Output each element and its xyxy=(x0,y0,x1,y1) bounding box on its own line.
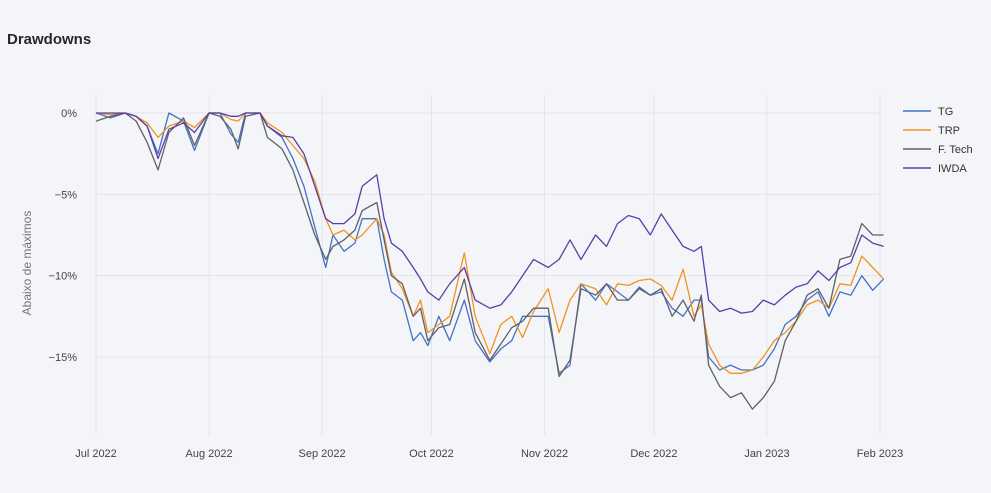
x-tick-label: Nov 2022 xyxy=(521,448,568,460)
x-tick-label: Jul 2022 xyxy=(75,448,117,460)
legend-label: TRP xyxy=(938,125,960,137)
series-line-tg xyxy=(95,112,885,374)
legend-label: F. Tech xyxy=(938,144,973,156)
y-axis-label: Abaixo de máximos xyxy=(20,211,34,316)
y-tick-label: −15% xyxy=(49,352,78,364)
x-tick-label: Sep 2022 xyxy=(299,448,346,460)
y-tick-label: 0% xyxy=(61,108,77,120)
x-tick-label: Aug 2022 xyxy=(185,448,232,460)
y-tick-label: −10% xyxy=(49,271,78,283)
page-title: Drawdowns xyxy=(7,31,92,48)
series-line-f-tech xyxy=(95,112,884,410)
x-tick-label: Oct 2022 xyxy=(409,448,454,460)
legend-label: TG xyxy=(938,106,953,118)
y-tick-label: −5% xyxy=(55,189,78,201)
x-tick-label: Dec 2022 xyxy=(630,448,677,460)
series-line-trp xyxy=(95,112,885,374)
x-tick-label: Jan 2023 xyxy=(744,448,789,460)
x-tick-label: Feb 2023 xyxy=(857,448,903,460)
legend-label: IWDA xyxy=(938,163,967,175)
series-line-iwda xyxy=(96,112,884,314)
